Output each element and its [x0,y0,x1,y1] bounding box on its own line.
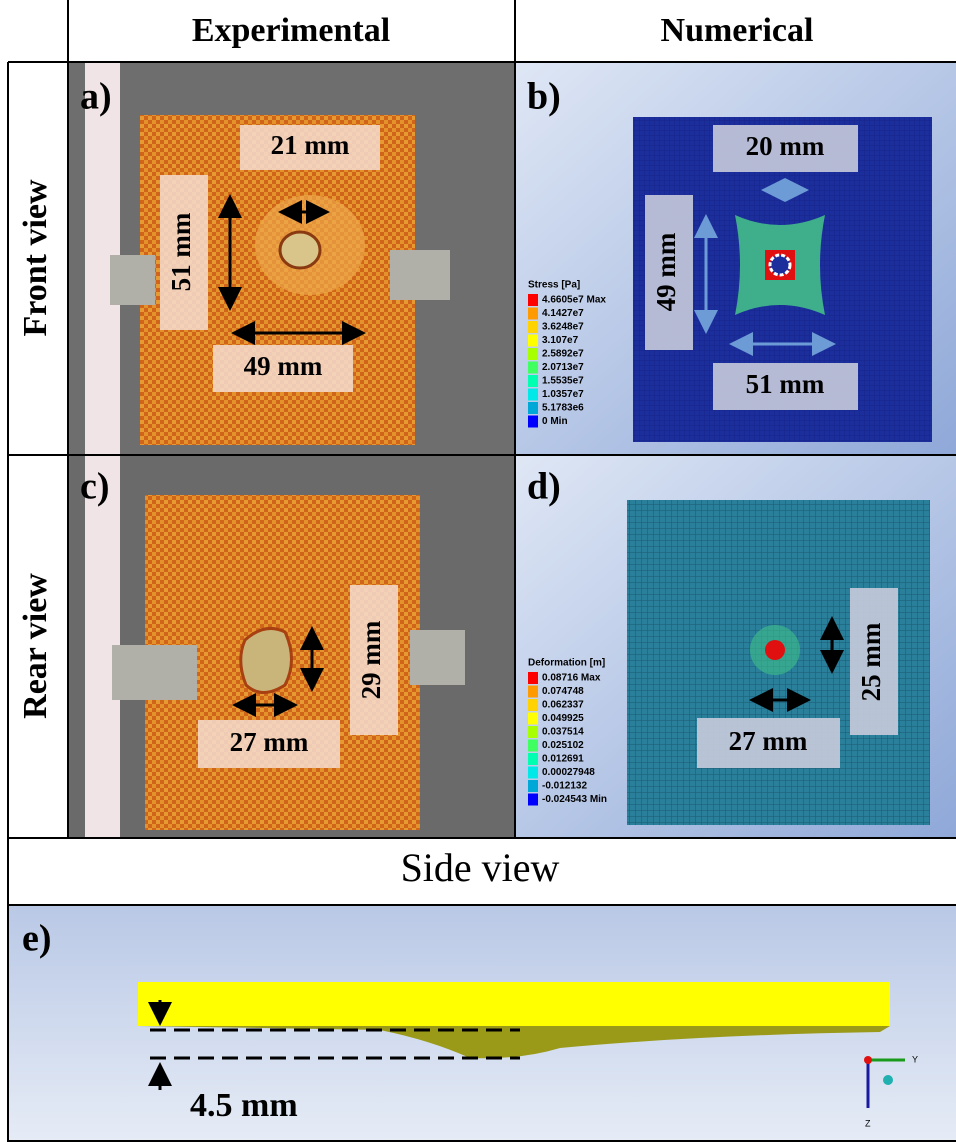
panel-c: c) 29 mm 27 mm [68,455,515,838]
legend-entry: 0.074748 [542,686,584,697]
legend-entry: 4.6605e7 Max [542,295,606,306]
plate [138,982,890,1026]
hole [280,232,320,268]
row-header: Side view [401,845,560,890]
legend-swatch [528,375,538,387]
deformation-core [765,640,785,660]
legend-swatch [528,416,538,428]
legend-swatch [528,362,538,374]
legend-entry: 1.0357e7 [542,389,584,400]
legend-swatch [528,294,538,306]
column-header: Experimental [192,12,390,49]
dim-label: 51 mm [166,212,196,291]
legend-swatch [528,740,538,752]
row-header: Front view [17,179,54,337]
page: Experimental vs numerical damage compari… [0,0,956,1142]
legend-entry: 0 Min [542,416,568,427]
legend-swatch [528,780,538,792]
clamp [112,645,197,700]
legend-swatch [528,794,538,806]
dim-label: 25 mm [856,622,886,701]
dim-label: 27 mm [230,727,309,757]
legend-swatch [528,348,538,360]
dim-label: 49 mm [651,232,681,311]
triad-ball [883,1075,893,1085]
dim-label: 51 mm [746,369,825,399]
axis-label: Z [865,1118,871,1128]
legend-entry: 0.08716 Max [542,673,601,684]
legend-swatch [528,321,538,333]
legend-swatch [528,686,538,698]
legend-swatch [528,672,538,684]
legend-swatch [528,713,538,725]
legend-swatch [528,308,538,320]
legend-entry: 0.00027948 [542,767,595,778]
panel-d: d) 25 mm 27 mm Deformation [m] 0.08716 Ma… [515,455,956,838]
dim-label: 27 mm [729,726,808,756]
legend-swatch [528,726,538,738]
dim-label: 21 mm [271,130,350,160]
legend-swatch [528,753,538,765]
hole [770,255,790,275]
legend-entry: 0.037514 [542,727,584,738]
legend-entry: 1.5535e7 [542,376,584,387]
dim-label: 4.5 mm [190,1087,298,1124]
legend-entry: 2.5892e7 [542,349,584,360]
legend-swatch [528,767,538,779]
row-header: Rear view [17,573,54,719]
axis-label: Y [912,1054,918,1064]
legend-entry: 2.0713e7 [542,362,584,373]
legend-swatch [528,699,538,711]
legend-entry: -0.024543 Min [542,794,607,805]
dim-label: 20 mm [746,131,825,161]
legend-swatch [528,335,538,347]
panel-label: d) [527,466,561,508]
panel-label: a) [80,76,112,118]
legend-swatch [528,402,538,414]
body: a) 21 mm 51 mm 49 mm b) 20 mm 49 mm 51 m… [0,0,956,1142]
panel-label: b) [527,76,561,118]
panel-a: a) 21 mm 51 mm 49 mm [68,62,515,455]
legend-entry: 0.062337 [542,700,584,711]
dim-label: 29 mm [356,620,386,699]
panel-label: e) [22,918,52,960]
panel-e: e) 4.5 mm Y Z [8,905,956,1142]
legend-entry: -0.012132 [542,781,587,792]
origin [864,1056,872,1064]
column-header: Numerical [661,12,814,49]
legend-entry: 0.025102 [542,740,584,751]
panel-b: b) 20 mm 49 mm 51 mm Stress [Pa] 4.6605e7… [515,62,956,455]
legend-entry: 0.049925 [542,713,584,724]
legend-title: Stress [Pa] [528,280,580,291]
legend-entry: 5.1783e6 [542,403,584,414]
legend-title: Deformation [m] [528,658,605,669]
legend-entry: 3.107e7 [542,335,579,346]
clamp [410,630,465,685]
legend-swatch [528,389,538,401]
legend-entry: 0.012691 [542,754,584,765]
figure: a) 21 mm 51 mm 49 mm b) 20 mm 49 mm 51 m… [0,0,956,1142]
panel-label: c) [80,466,110,508]
legend-entry: 3.6248e7 [542,322,584,333]
legend-entry: 4.1427e7 [542,308,584,319]
clamp [110,255,155,305]
clamp [390,250,450,300]
damage [241,628,292,692]
dim-label: 49 mm [244,351,323,381]
